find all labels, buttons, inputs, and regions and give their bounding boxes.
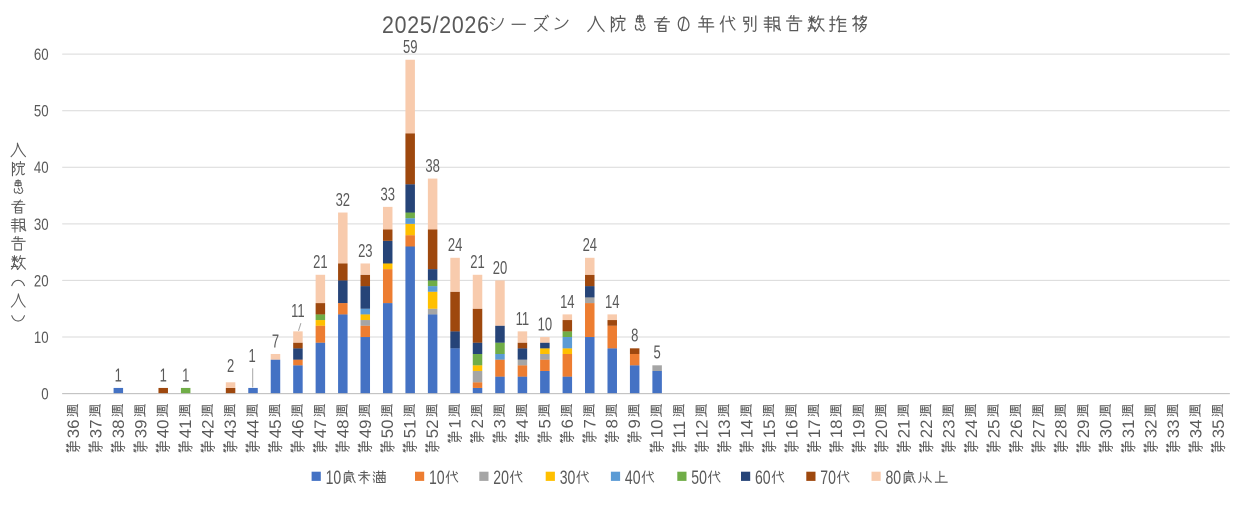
svg-text:44: 44 <box>244 420 263 439</box>
svg-text:50: 50 <box>378 420 397 439</box>
svg-text:7: 7 <box>580 419 599 428</box>
svg-text:21: 21 <box>895 420 914 439</box>
svg-text:15: 15 <box>760 420 779 439</box>
svg-text:17: 17 <box>805 420 824 439</box>
svg-text:40: 40 <box>34 159 49 178</box>
svg-text:60: 60 <box>755 467 771 489</box>
svg-text:50: 50 <box>691 467 707 489</box>
svg-text:33: 33 <box>1164 420 1183 439</box>
svg-text:40: 40 <box>154 420 173 439</box>
svg-text:3: 3 <box>490 419 509 428</box>
svg-text:21: 21 <box>470 252 485 273</box>
svg-text:24: 24 <box>583 235 598 256</box>
svg-text:46: 46 <box>288 420 307 439</box>
svg-text:28: 28 <box>1052 420 1071 439</box>
svg-text:11: 11 <box>291 301 305 322</box>
svg-text:59: 59 <box>403 37 418 58</box>
svg-text:16: 16 <box>782 420 801 439</box>
svg-text:2025/2026: 2025/2026 <box>382 10 490 38</box>
svg-text:8: 8 <box>603 419 622 428</box>
svg-text:6: 6 <box>558 419 577 428</box>
svg-text:22: 22 <box>917 420 936 439</box>
svg-text:14: 14 <box>737 420 756 439</box>
svg-text:48: 48 <box>333 420 352 439</box>
svg-text:30: 30 <box>560 467 576 489</box>
svg-text:4: 4 <box>513 419 532 428</box>
svg-text:14: 14 <box>605 292 620 313</box>
svg-text:40: 40 <box>625 467 641 489</box>
svg-text:29: 29 <box>1074 420 1093 439</box>
svg-text:39: 39 <box>131 420 150 439</box>
svg-text:21: 21 <box>313 252 328 273</box>
svg-text:10: 10 <box>538 314 553 335</box>
svg-text:13: 13 <box>715 420 734 439</box>
svg-text:10: 10 <box>326 467 342 489</box>
svg-text:27: 27 <box>1029 420 1048 439</box>
svg-text:5: 5 <box>653 342 660 363</box>
svg-text:38: 38 <box>109 420 128 439</box>
svg-text:80: 80 <box>886 467 902 489</box>
svg-text:5: 5 <box>535 419 554 428</box>
svg-text:31: 31 <box>1119 420 1138 439</box>
svg-text:10: 10 <box>648 420 667 439</box>
svg-text:24: 24 <box>448 235 463 256</box>
svg-text:25: 25 <box>984 420 1003 439</box>
svg-text:20: 20 <box>872 420 891 439</box>
svg-text:30: 30 <box>34 215 49 234</box>
svg-text:50: 50 <box>34 102 49 121</box>
svg-text:30: 30 <box>1097 420 1116 439</box>
svg-text:7: 7 <box>272 331 279 352</box>
svg-text:32: 32 <box>1142 420 1161 439</box>
svg-text:60: 60 <box>34 46 49 65</box>
svg-text:9: 9 <box>625 419 644 428</box>
svg-text:11: 11 <box>670 421 689 438</box>
svg-text:51: 51 <box>401 420 420 439</box>
svg-text:49: 49 <box>356 420 375 439</box>
svg-text:1: 1 <box>248 346 255 367</box>
svg-text:1: 1 <box>446 419 465 428</box>
svg-text:52: 52 <box>423 420 442 439</box>
svg-text:1: 1 <box>115 365 122 386</box>
svg-text:23: 23 <box>358 241 373 262</box>
svg-text:35: 35 <box>1209 420 1228 439</box>
svg-text:18: 18 <box>827 420 846 439</box>
svg-text:20: 20 <box>34 272 49 291</box>
svg-text:10: 10 <box>429 467 445 489</box>
svg-text:1: 1 <box>160 365 167 386</box>
svg-text:10: 10 <box>34 328 49 347</box>
svg-text:0: 0 <box>41 385 48 404</box>
svg-text:19: 19 <box>850 420 869 439</box>
svg-text:24: 24 <box>962 420 981 439</box>
svg-text:34: 34 <box>1186 420 1205 439</box>
svg-text:43: 43 <box>221 420 240 439</box>
svg-text:1: 1 <box>182 365 189 386</box>
svg-text:42: 42 <box>199 420 218 439</box>
svg-text:32: 32 <box>336 190 351 211</box>
svg-text:2: 2 <box>468 419 487 428</box>
svg-text:36: 36 <box>64 420 83 439</box>
svg-text:47: 47 <box>311 420 330 439</box>
svg-text:14: 14 <box>560 292 575 313</box>
svg-text:45: 45 <box>266 420 285 439</box>
svg-text:11: 11 <box>516 309 530 330</box>
svg-text:41: 41 <box>176 420 195 439</box>
svg-text:37: 37 <box>86 420 105 439</box>
svg-text:20: 20 <box>493 467 509 489</box>
svg-text:12: 12 <box>693 420 712 439</box>
svg-text:23: 23 <box>939 420 958 439</box>
svg-text:70: 70 <box>820 467 836 489</box>
svg-text:8: 8 <box>631 325 638 346</box>
svg-text:26: 26 <box>1007 420 1026 439</box>
svg-text:20: 20 <box>493 258 508 279</box>
svg-text:33: 33 <box>380 184 395 205</box>
svg-text:2: 2 <box>227 356 234 377</box>
svg-text:38: 38 <box>425 156 440 177</box>
